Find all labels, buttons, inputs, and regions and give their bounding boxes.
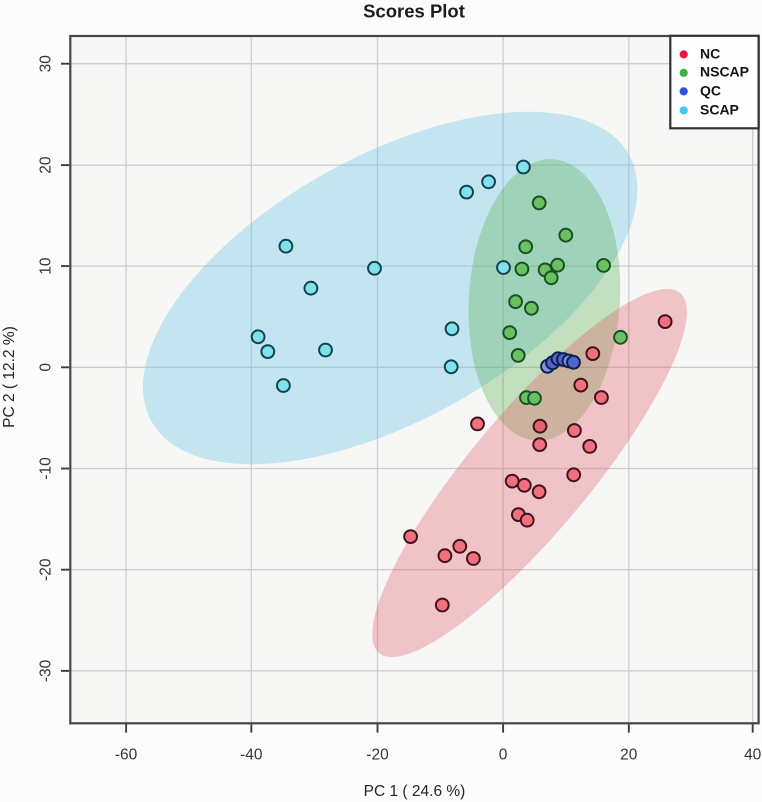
svg-text:NC: NC xyxy=(700,45,720,61)
svg-text:-30: -30 xyxy=(38,659,55,682)
svg-text:SCAP: SCAP xyxy=(700,102,739,118)
svg-text:30: 30 xyxy=(38,55,55,73)
svg-text:20: 20 xyxy=(620,747,638,764)
svg-text:QC: QC xyxy=(700,82,721,98)
svg-text:-20: -20 xyxy=(366,747,389,764)
svg-text:Scores Plot: Scores Plot xyxy=(363,1,465,22)
svg-text:20: 20 xyxy=(38,156,55,174)
svg-text:-20: -20 xyxy=(38,558,55,581)
svg-text:10: 10 xyxy=(38,257,55,275)
svg-text:-40: -40 xyxy=(240,747,263,764)
svg-text:PC 1 ( 24.6 %): PC 1 ( 24.6 %) xyxy=(364,783,466,800)
svg-text:0: 0 xyxy=(38,363,55,372)
svg-text:PC 2 ( 12.2 %): PC 2 ( 12.2 %) xyxy=(1,326,18,428)
svg-text:-10: -10 xyxy=(38,457,55,480)
svg-text:NSCAP: NSCAP xyxy=(700,64,749,80)
svg-text:-60: -60 xyxy=(115,747,138,764)
svg-text:40: 40 xyxy=(744,747,762,764)
svg-text:0: 0 xyxy=(499,747,508,764)
